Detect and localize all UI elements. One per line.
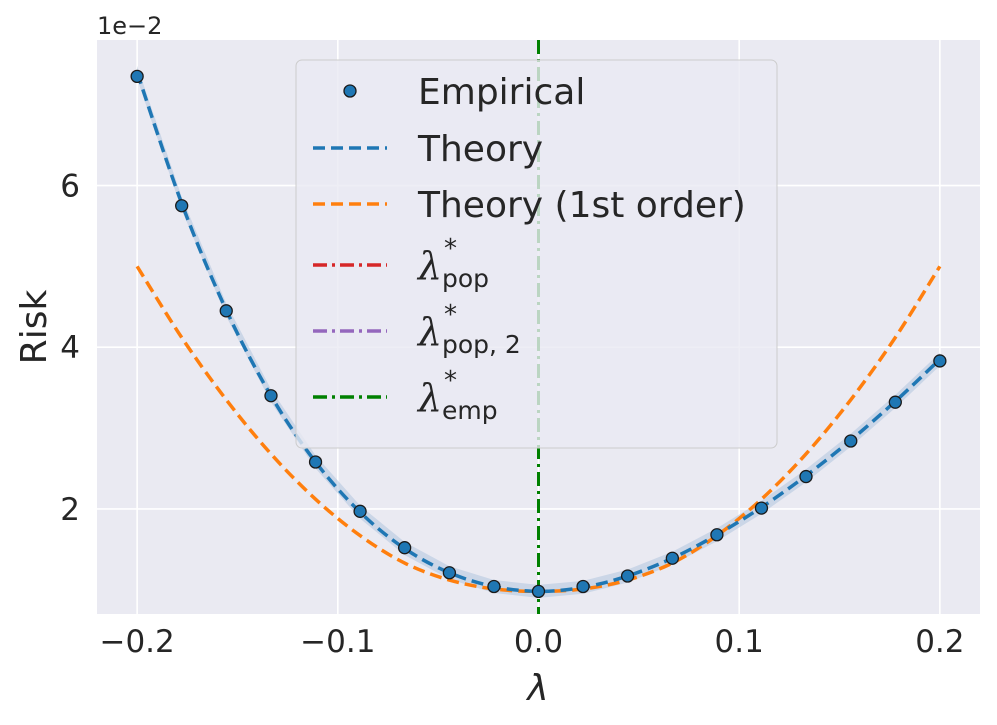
x-tick-label: −0.1 — [300, 624, 375, 660]
x-tick-label: −0.2 — [99, 624, 174, 660]
x-tick-label: 0.1 — [715, 624, 764, 660]
legend-label: λ* pop, 2 — [416, 300, 521, 359]
legend-label: λ* emp — [416, 366, 498, 425]
legend-label: Theory — [417, 129, 543, 170]
y-offset-label: 1e−2 — [97, 12, 162, 40]
legend-label: Empirical — [418, 72, 585, 113]
y-axis-ticks: 2 4 6 — [60, 169, 80, 528]
y-tick-label: 2 — [60, 492, 80, 528]
y-tick-label: 4 — [60, 330, 80, 366]
legend-item: λ* pop — [313, 234, 489, 293]
legend-label: Theory (1st order) — [417, 185, 746, 226]
empirical-point — [130, 69, 144, 84]
x-tick-label: 0.2 — [915, 624, 964, 660]
empirical-point — [620, 569, 635, 583]
empirical-points — [130, 69, 947, 599]
empirical-point — [799, 469, 813, 484]
empirical-point — [264, 389, 278, 403]
legend-item: Theory (1st order) — [313, 185, 746, 226]
empirical-point — [844, 434, 858, 448]
legend: Empirical Theory Theory (1st order) λ* pop λ*… — [295, 59, 778, 449]
x-tick-label: 0.0 — [514, 624, 563, 660]
legend-marker — [343, 84, 357, 98]
empirical-point — [888, 395, 902, 409]
legend-box — [295, 59, 778, 449]
theory-line — [135, 71, 942, 594]
empirical-point — [175, 199, 189, 213]
legend-label: λ* pop — [416, 234, 489, 293]
x-axis-ticks: −0.2 −0.1 0.0 0.1 0.2 — [99, 624, 964, 660]
empirical-point — [531, 584, 546, 599]
empirical-point — [353, 504, 367, 518]
empirical-point — [308, 455, 323, 469]
empirical-point — [754, 501, 769, 515]
empirical-point — [442, 566, 457, 580]
empirical-point — [576, 579, 590, 594]
empirical-point — [665, 551, 680, 565]
y-axis-label: Risk — [14, 290, 55, 365]
empirical-point — [710, 528, 724, 542]
empirical-point — [219, 304, 233, 318]
legend-item: λ* emp — [313, 366, 498, 425]
legend-item: Empirical — [343, 72, 585, 113]
legend-item: λ* pop, 2 — [313, 300, 521, 359]
empirical-point — [487, 579, 501, 594]
empirical-point — [397, 541, 412, 555]
legend-item: Theory — [313, 129, 543, 170]
y-tick-label: 6 — [60, 169, 80, 205]
x-axis-label: λ — [525, 668, 548, 709]
empirical-point — [933, 354, 947, 368]
